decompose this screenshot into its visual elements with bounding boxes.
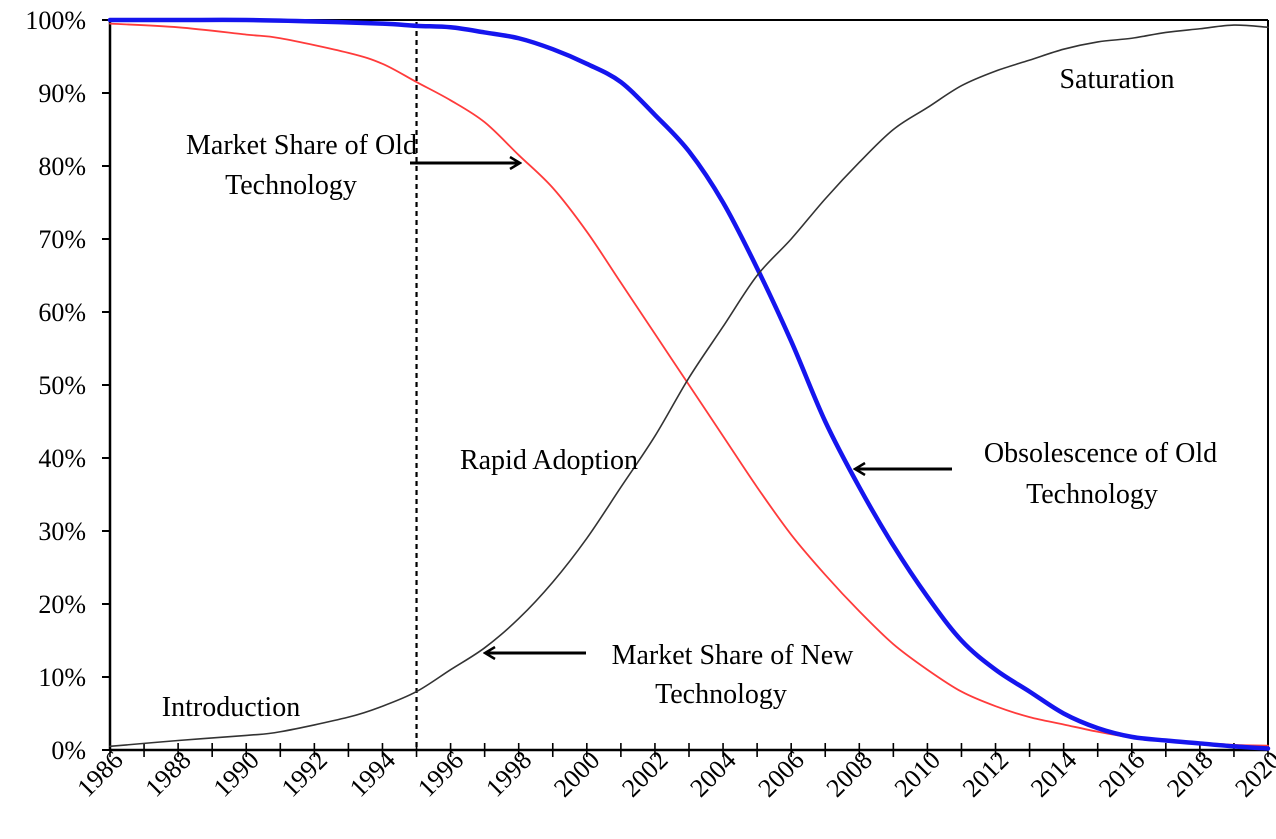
y-tick-label: 40% [38,444,86,473]
annotation-new-market-share: Market Share of New Technology [612,640,861,710]
x-tick-label: 2020 [1229,745,1276,802]
x-tick-label: 2012 [957,745,1014,802]
old-technology-obsolescence-line [107,17,1271,751]
y-tick-label: 90% [38,79,86,108]
x-tick-label: 1988 [139,745,196,802]
y-tick-label: 70% [38,225,86,254]
annotation-saturation: Saturation [1059,64,1174,95]
annotation-rapid-adoption: Rapid Adoption [460,445,638,476]
y-tick-label: 80% [38,152,86,181]
y-tick-label: 50% [38,371,86,400]
series-lines [107,17,1271,751]
x-tick-label: 2014 [1025,745,1082,802]
x-tick-label: 1990 [208,745,265,802]
x-tick-label: 2010 [889,745,946,802]
y-tick-label: 10% [38,663,86,692]
x-tick-label: 2004 [684,745,741,802]
y-tick-labels: 0% 10% 20% 30% 40% 50% 60% 70% 80% 90% 100% [25,6,86,765]
y-tick-label: 100% [25,6,86,35]
x-tick-label: 2006 [753,745,810,802]
y-tick-label: 30% [38,517,86,546]
x-tick-label: 1992 [276,745,333,802]
annotation-obsolescence: Obsolescence of Old Technology [984,438,1224,510]
x-tick-label: 2000 [548,745,605,802]
annotation-old-market-share: Market Share of Old Technology [186,130,424,201]
x-tick-label: 2016 [1093,745,1150,802]
x-tick-label: 1998 [480,745,537,802]
old-technology-share-line [109,22,1269,747]
x-tick-label: 2018 [1161,745,1218,802]
x-tick-labels: 1986 1988 1990 1992 1994 1996 1998 2000 2002 2004… [71,745,1276,802]
y-tick-label: 20% [38,590,86,619]
x-tick-label: 1994 [344,745,401,802]
x-tick-label: 2002 [616,745,673,802]
y-tick-label: 60% [38,298,86,327]
new-technology-share-line [109,24,1269,748]
annotations: Market Share of Old Technology Saturatio… [162,64,1224,723]
x-tick-label: 2008 [821,745,878,802]
y-tick-label: 0% [51,736,86,765]
annotation-introduction: Introduction [162,692,300,723]
x-tick-label: 1996 [412,745,469,802]
